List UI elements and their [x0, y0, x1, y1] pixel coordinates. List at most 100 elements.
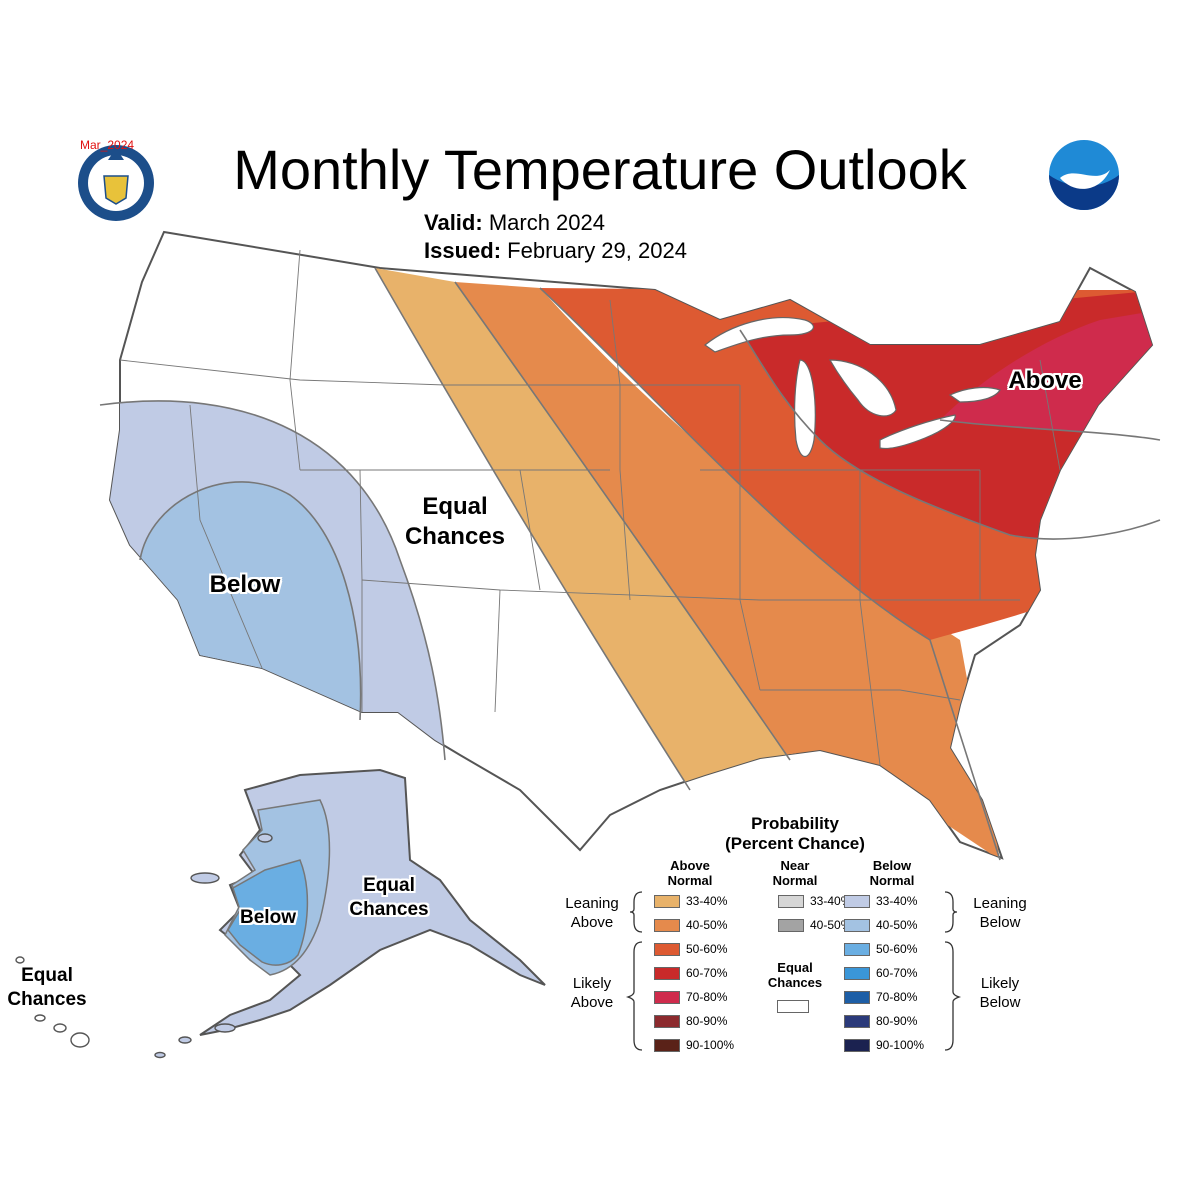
legend-above-header: Above Normal [650, 858, 730, 888]
below-normal-row: 90-100% [844, 1038, 924, 1052]
equal-line2: Chances [404, 523, 506, 550]
below-normal-row: 40-50% [844, 918, 917, 932]
valid-label: Valid: [424, 210, 483, 235]
above-normal-row: 80-90% [654, 1014, 727, 1028]
label-equal-chances-alaska: Equal Chances [334, 874, 444, 922]
lake-huron [828, 359, 897, 417]
alaska-below-50-60-region [227, 859, 309, 966]
above-normal-swatch [654, 942, 680, 956]
equal-line1: Equal [422, 493, 488, 520]
ec-1: Equal [777, 960, 813, 975]
above-normal-row: 90-100% [654, 1038, 734, 1052]
below-normal-range-label: 40-50% [876, 918, 918, 932]
below-normal-range-label: 70-80% [876, 990, 918, 1004]
above-40-50-region [455, 282, 1000, 858]
near-header-1: Near [780, 858, 810, 873]
leaning-below-label: Leaning Below [958, 894, 1042, 932]
below-normal-swatch [844, 942, 870, 956]
hawaii-islands [15, 956, 90, 1048]
above-normal-swatch [654, 966, 680, 980]
hi-equal-line2: Chances [7, 989, 87, 1010]
label-equal-chances-conus: Equal Chances [380, 492, 530, 552]
above-normal-swatch [654, 918, 680, 932]
above-normal-row: 33-40% [654, 894, 727, 908]
above-normal-range-label: 33-40% [686, 894, 728, 908]
legend-braces [625, 891, 962, 1051]
lake-ontario [948, 386, 1001, 403]
leaning-below-2: Below [979, 914, 1021, 931]
legend-below-header: Below Normal [852, 858, 932, 888]
above-normal-swatch [654, 1014, 680, 1028]
likely-below-1: Likely [980, 975, 1020, 992]
noaa-logo [1049, 140, 1119, 210]
issued-line: Issued: February 29, 2024 [424, 238, 687, 264]
above-header-2: Normal [667, 873, 713, 888]
above-33-40-region [375, 268, 800, 790]
legend-title-line2: (Percent Chance) [725, 834, 865, 853]
below-normal-swatch [844, 918, 870, 932]
above-header-1: Above [670, 858, 710, 873]
above-normal-row: 50-60% [654, 942, 727, 956]
above-normal-swatch [654, 990, 680, 1004]
issued-label: Issued: [424, 238, 502, 263]
legend-title: Probability (Percent Chance) [670, 814, 920, 854]
below-normal-swatch [844, 894, 870, 908]
likely-above-1: Likely [572, 975, 612, 992]
likely-below-label: Likely Below [958, 974, 1042, 1012]
leaning-above-1: Leaning [565, 895, 619, 912]
above-normal-range-label: 70-80% [686, 990, 728, 1004]
above-normal-range-label: 40-50% [686, 918, 728, 932]
below-normal-swatch [844, 1014, 870, 1028]
lake-erie [879, 414, 956, 450]
likely-below-2: Below [979, 994, 1021, 1011]
alaska-islands [154, 833, 273, 1059]
leaning-above-label: Leaning Above [550, 894, 634, 932]
legend: Probability (Percent Chance) Above Norma… [550, 812, 1050, 1062]
below-normal-swatch [844, 966, 870, 980]
above-normal-swatch [654, 1038, 680, 1052]
above-normal-row: 60-70% [654, 966, 727, 980]
below-normal-row: 60-70% [844, 966, 917, 980]
commerce-seal [78, 145, 154, 221]
below-header-2: Normal [869, 873, 915, 888]
likely-above-label: Likely Above [550, 974, 634, 1012]
likely-above-2: Above [570, 994, 614, 1011]
above-normal-row: 40-50% [654, 918, 727, 932]
below-normal-swatch [844, 1038, 870, 1052]
below-normal-row: 70-80% [844, 990, 917, 1004]
label-above: Above [1008, 367, 1082, 394]
near-normal-swatch [778, 894, 804, 908]
above-normal-range-label: 50-60% [686, 942, 728, 956]
below-header-1: Below [872, 858, 912, 873]
lake-michigan [793, 359, 816, 458]
above-normal-swatch [654, 894, 680, 908]
below-normal-range-label: 50-60% [876, 942, 918, 956]
legend-ec-swatch [777, 1000, 809, 1013]
label-equal-chances-hawaii: Equal Chances [0, 964, 94, 1012]
above-normal-range-label: 90-100% [686, 1038, 735, 1052]
valid-line: Valid: March 2024 [424, 210, 605, 236]
ak-equal-line2: Chances [349, 899, 429, 920]
label-below-alaska: Below [240, 907, 296, 928]
legend-ec-label: Equal Chances [755, 960, 835, 990]
legend-near-header: Near Normal [755, 858, 835, 888]
date-stamp: Mar_2024 [80, 138, 135, 152]
below-normal-range-label: 33-40% [876, 894, 918, 908]
below-normal-row: 80-90% [844, 1014, 917, 1028]
probability-contours [99, 267, 1161, 861]
page-title: Monthly Temperature Outlook [233, 138, 967, 201]
near-normal-swatch [778, 918, 804, 932]
below-normal-range-label: 60-70% [876, 966, 918, 980]
ec-2: Chances [767, 975, 823, 990]
near-normal-row: 33-40% [778, 894, 851, 908]
near-normal-range-label: 33-40% [810, 894, 852, 908]
above-normal-row: 70-80% [654, 990, 727, 1004]
near-header-2: Normal [772, 873, 818, 888]
above-normal-range-label: 60-70% [686, 966, 728, 980]
label-below-conus: Below [209, 571, 281, 598]
issued-value: February 29, 2024 [507, 238, 687, 263]
leaning-below-1: Leaning [973, 895, 1027, 912]
leaning-above-2: Above [570, 914, 614, 931]
below-normal-swatch [844, 990, 870, 1004]
